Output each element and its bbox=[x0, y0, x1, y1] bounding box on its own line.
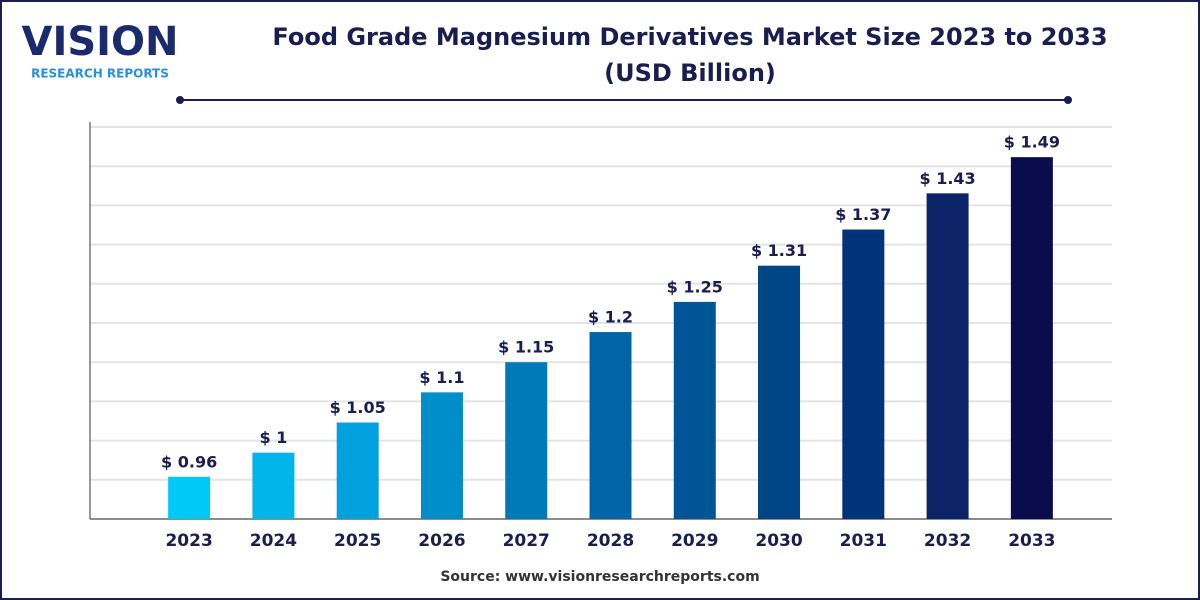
x-tick-label: 2024 bbox=[250, 531, 297, 551]
x-tick-label: 2030 bbox=[755, 531, 802, 551]
x-tick-label: 2026 bbox=[418, 531, 465, 551]
rule-dot bbox=[1064, 96, 1072, 104]
bar bbox=[673, 301, 716, 519]
value-label: $ 0.96 bbox=[161, 452, 217, 471]
bar bbox=[505, 362, 548, 519]
x-tick-label: 2028 bbox=[587, 531, 634, 551]
x-tick-label: 2029 bbox=[671, 531, 718, 551]
value-label: $ 1 bbox=[259, 428, 287, 447]
bar bbox=[252, 452, 295, 519]
value-label: $ 1.25 bbox=[667, 277, 723, 296]
value-label: $ 1.31 bbox=[751, 241, 807, 260]
bar bbox=[1010, 157, 1053, 519]
chart-title: (USD Billion) bbox=[604, 59, 776, 87]
bar bbox=[589, 332, 632, 519]
value-label: $ 1.1 bbox=[419, 368, 464, 387]
x-tick-label: 2023 bbox=[165, 531, 212, 551]
value-label: $ 1.05 bbox=[330, 398, 386, 417]
rule-dot bbox=[176, 96, 184, 104]
value-label: $ 1.49 bbox=[1004, 133, 1060, 152]
bar bbox=[842, 229, 885, 519]
x-tick-label: 2031 bbox=[840, 531, 887, 551]
logo-name: VISION bbox=[21, 19, 178, 65]
x-tick-label: 2033 bbox=[1008, 531, 1055, 551]
x-tick-label: 2032 bbox=[924, 531, 971, 551]
value-label: $ 1.37 bbox=[835, 205, 891, 224]
chart-title: Food Grade Magnesium Derivatives Market … bbox=[272, 23, 1107, 51]
source: Source: www.visionresearchreports.com bbox=[440, 569, 759, 585]
value-label: $ 1.43 bbox=[919, 169, 975, 188]
bar bbox=[758, 265, 801, 519]
x-tick-label: 2027 bbox=[503, 531, 550, 551]
x-tick-label: 2025 bbox=[334, 531, 381, 551]
bar bbox=[168, 476, 211, 519]
value-label: $ 1.2 bbox=[588, 308, 633, 327]
value-label: $ 1.15 bbox=[498, 338, 554, 357]
bar bbox=[926, 193, 969, 520]
bar bbox=[420, 392, 463, 519]
logo-tagline: RESEARCH REPORTS bbox=[31, 67, 169, 81]
bar bbox=[336, 422, 379, 519]
